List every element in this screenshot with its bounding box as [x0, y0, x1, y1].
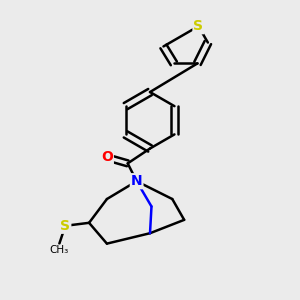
Text: S: S: [194, 19, 203, 33]
Text: S: S: [60, 219, 70, 233]
Text: N: N: [131, 174, 142, 188]
Text: O: O: [101, 150, 113, 164]
Text: CH₃: CH₃: [50, 245, 69, 255]
